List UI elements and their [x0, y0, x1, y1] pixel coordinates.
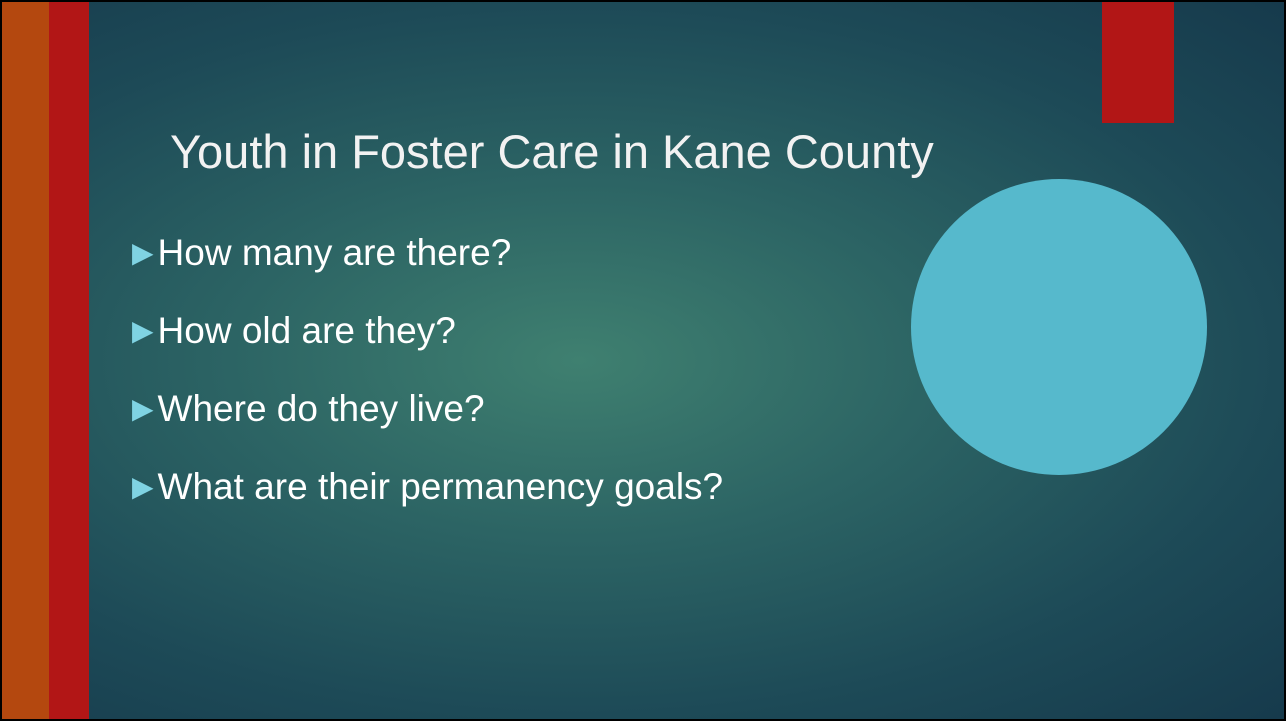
bullet: What are their permanency goals?: [132, 462, 724, 540]
bullet: Where do they live?: [132, 384, 723, 462]
accent-bar: [49, 2, 89, 719]
decor-circle: [911, 179, 1207, 475]
accent-tab: [1102, 2, 1174, 123]
bullet: How old are they?: [132, 306, 723, 384]
bullet: How many are there?: [132, 228, 723, 306]
slide-title: Youth in Foster Care in Kane County: [170, 125, 934, 178]
bullet-list: How many are there? How old are they? Wh…: [132, 228, 724, 540]
accent-bar: [2, 2, 49, 719]
